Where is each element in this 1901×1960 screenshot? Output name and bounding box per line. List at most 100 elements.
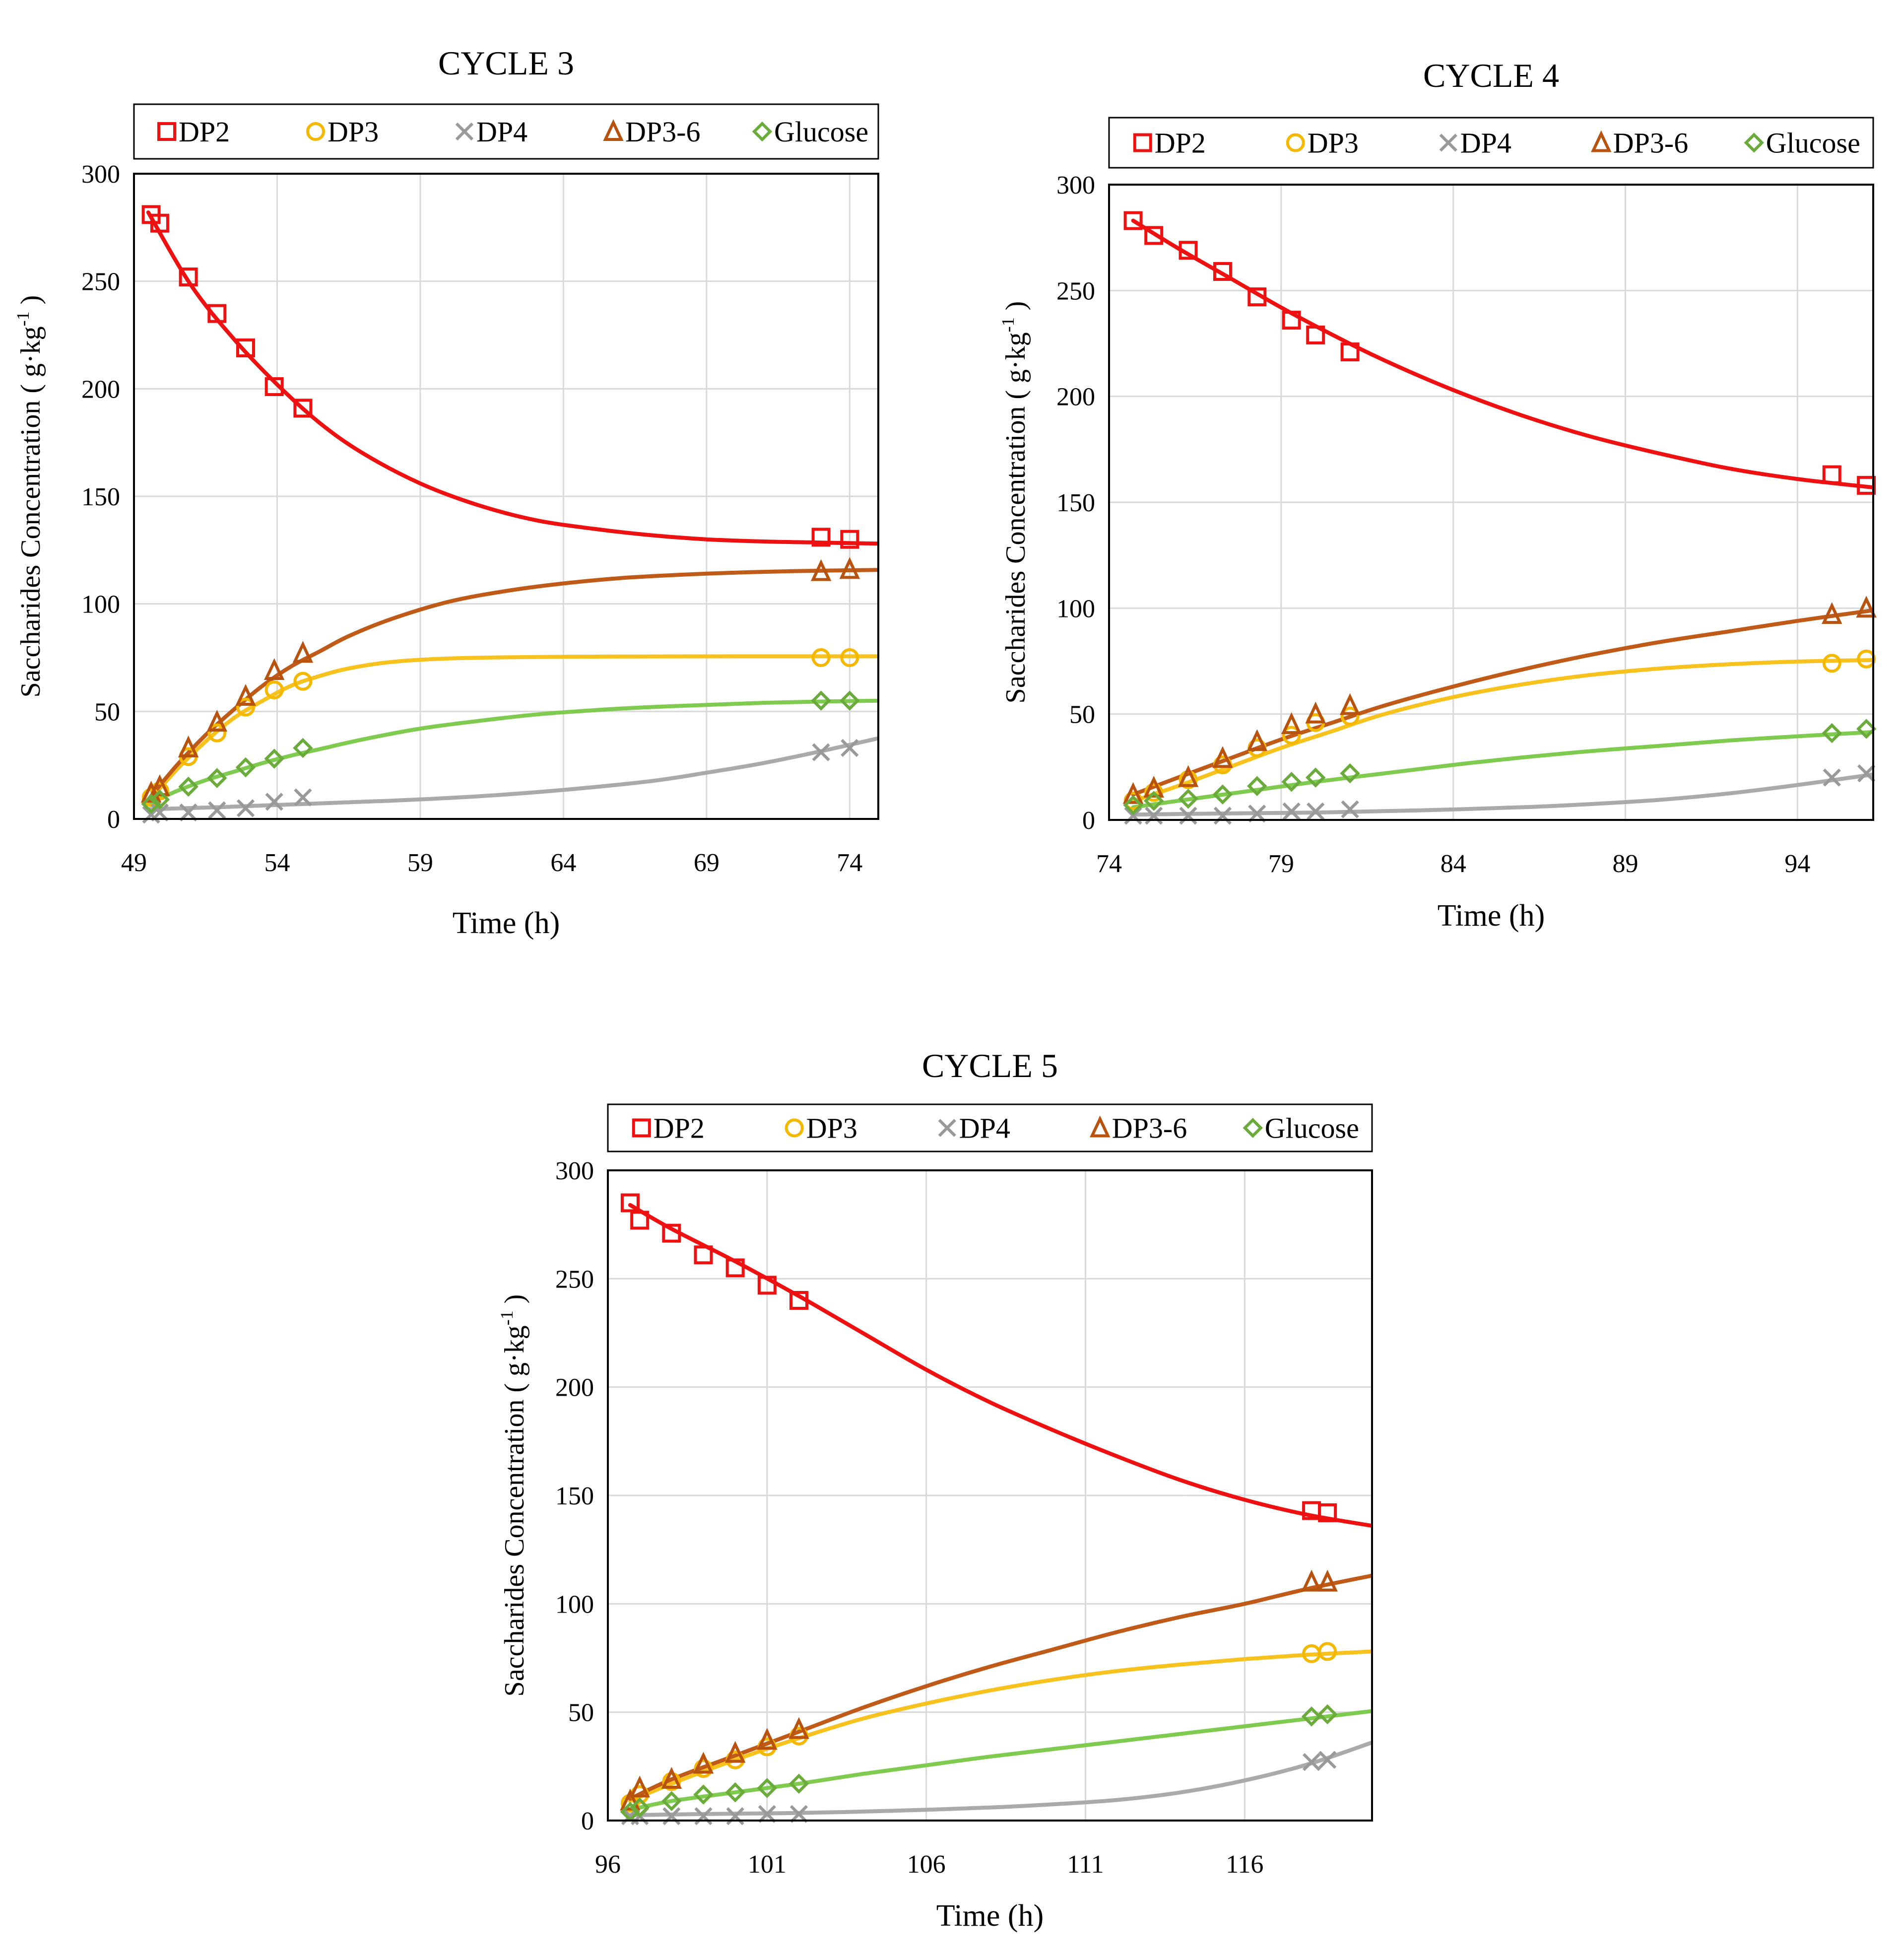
fit-curve-dp3-6: [1131, 608, 1873, 797]
data-point-dp3-6: [810, 559, 832, 581]
data-point-glucose: [1317, 1704, 1338, 1725]
data-point-dp4: [841, 739, 859, 757]
data-point-glucose: [149, 789, 170, 810]
data-point-dp2: [1123, 211, 1143, 230]
data-point-dp3-6: [140, 780, 162, 803]
legend-marker: [1591, 130, 1612, 152]
data-point-dp2: [1318, 1503, 1337, 1522]
data-point-dp3-6: [1212, 746, 1233, 768]
data-point-dp3-6: [620, 1788, 641, 1811]
y-tick-label: 100: [81, 591, 120, 619]
data-point-glucose: [811, 690, 831, 711]
legend-label: DP4: [959, 1112, 1010, 1145]
legend-label: DP3: [328, 116, 379, 148]
data-point-dp4: [179, 803, 197, 822]
fit-curve-glucose: [146, 698, 878, 806]
data-point-dp3-6: [263, 658, 285, 680]
chart-title: CYCLE 4: [1423, 57, 1559, 94]
data-point-dp2: [725, 1258, 745, 1278]
data-point-glucose: [1178, 789, 1198, 809]
data-point-dp2: [1247, 287, 1267, 307]
data-point-glucose: [178, 776, 198, 797]
data-point-glucose: [264, 748, 284, 769]
data-point-dp2: [236, 338, 255, 357]
data-point-dp4: [1341, 800, 1359, 818]
y-axis-label: Saccharides Concentration ( g·kg-1 ): [13, 295, 46, 698]
x-tick-label: 69: [694, 849, 720, 877]
y-tick-label: 250: [555, 1265, 594, 1293]
data-point-dp4: [694, 1807, 713, 1825]
chart-cycle-5: CYCLE 5 DP2 DP3 DP4 DP3-6 Glucose 0 50 100 150 200…: [497, 1047, 1373, 1933]
y-tick-label: 150: [1056, 489, 1095, 517]
data-point-glucose: [661, 1791, 682, 1811]
legend-label: DP2: [179, 116, 230, 148]
data-point-glucose: [207, 768, 227, 788]
data-point-dp4: [208, 801, 226, 819]
data-point-dp4: [294, 788, 312, 807]
y-tick-label: 100: [555, 1590, 594, 1619]
x-tick-label: 84: [1441, 850, 1466, 878]
data-point-dp4: [758, 1805, 776, 1824]
data-point-dp3-6: [1305, 701, 1326, 724]
data-point-glucose: [293, 738, 313, 758]
legend-marker: [1090, 1115, 1111, 1138]
data-point-dp3-6: [1246, 729, 1268, 751]
plot-border: [133, 173, 879, 820]
chart-cycle-4: CYCLE 4 DP2 DP3 DP4 DP3-6 Glucose 0 50 100 150 200…: [998, 57, 1877, 933]
data-point-dp4: [265, 793, 283, 811]
data-point-dp2: [150, 213, 169, 233]
fit-curve-dp3: [1131, 658, 1873, 803]
data-point-dp4: [1248, 805, 1266, 823]
fit-curve-glucose: [1131, 730, 1873, 810]
fit-curve-dp2: [628, 1203, 1372, 1528]
plot-border: [607, 1169, 1373, 1822]
legend-marker: [306, 122, 325, 141]
legend-label: Glucose: [1766, 127, 1860, 159]
x-tick-label: 111: [1067, 1850, 1104, 1879]
data-point-glucose: [235, 757, 256, 778]
data-point-dp2: [620, 1193, 640, 1213]
data-point-dp4: [236, 799, 255, 817]
legend-marker: [603, 119, 624, 141]
y-tick-label: 50: [568, 1699, 594, 1727]
plot-border: [1108, 184, 1874, 821]
data-point-dp3: [840, 648, 859, 667]
data-point-dp2: [1340, 342, 1360, 362]
x-tick-label: 74: [1096, 850, 1122, 878]
data-point-dp4: [1145, 807, 1163, 825]
data-point-dp3-6: [1822, 602, 1842, 624]
data-point-dp2: [811, 528, 831, 547]
data-point-dp3: [264, 680, 284, 699]
fit-curve-glucose: [628, 1709, 1372, 1812]
x-tick-label: 79: [1268, 850, 1294, 878]
data-point-glucose: [1340, 763, 1360, 784]
data-point-dp3-6: [1301, 1569, 1322, 1592]
legend-marker: [632, 1118, 651, 1138]
data-point-dp2: [293, 399, 313, 418]
data-point-dp3-6: [1178, 765, 1199, 787]
x-tick-label: 59: [407, 849, 433, 877]
data-point-dp3: [1318, 1642, 1337, 1661]
x-tick-label: 89: [1613, 850, 1639, 878]
x-tick-label: 54: [264, 849, 290, 877]
data-point-dp4: [726, 1807, 744, 1825]
data-point-dp2: [1144, 226, 1164, 245]
y-tick-label: 250: [1056, 277, 1095, 305]
x-tick-label: 49: [121, 849, 147, 877]
legend-label: DP4: [1460, 127, 1511, 159]
data-point-dp3-6: [839, 557, 860, 579]
fit-curve-dp2: [146, 210, 878, 546]
data-point-dp4: [789, 1805, 808, 1824]
data-point-dp3-6: [206, 709, 228, 732]
data-point-glucose: [141, 794, 161, 814]
data-point-glucose: [840, 690, 860, 711]
data-point-dp2: [179, 268, 198, 286]
data-point-dp4: [1307, 802, 1325, 821]
legend-label: DP2: [654, 1112, 705, 1145]
data-point-dp4: [1213, 807, 1232, 825]
fit-curves: [628, 1203, 1372, 1818]
data-point-dp3: [811, 648, 831, 667]
data-point-glucose: [725, 1782, 745, 1803]
data-point-dp2: [630, 1211, 650, 1230]
